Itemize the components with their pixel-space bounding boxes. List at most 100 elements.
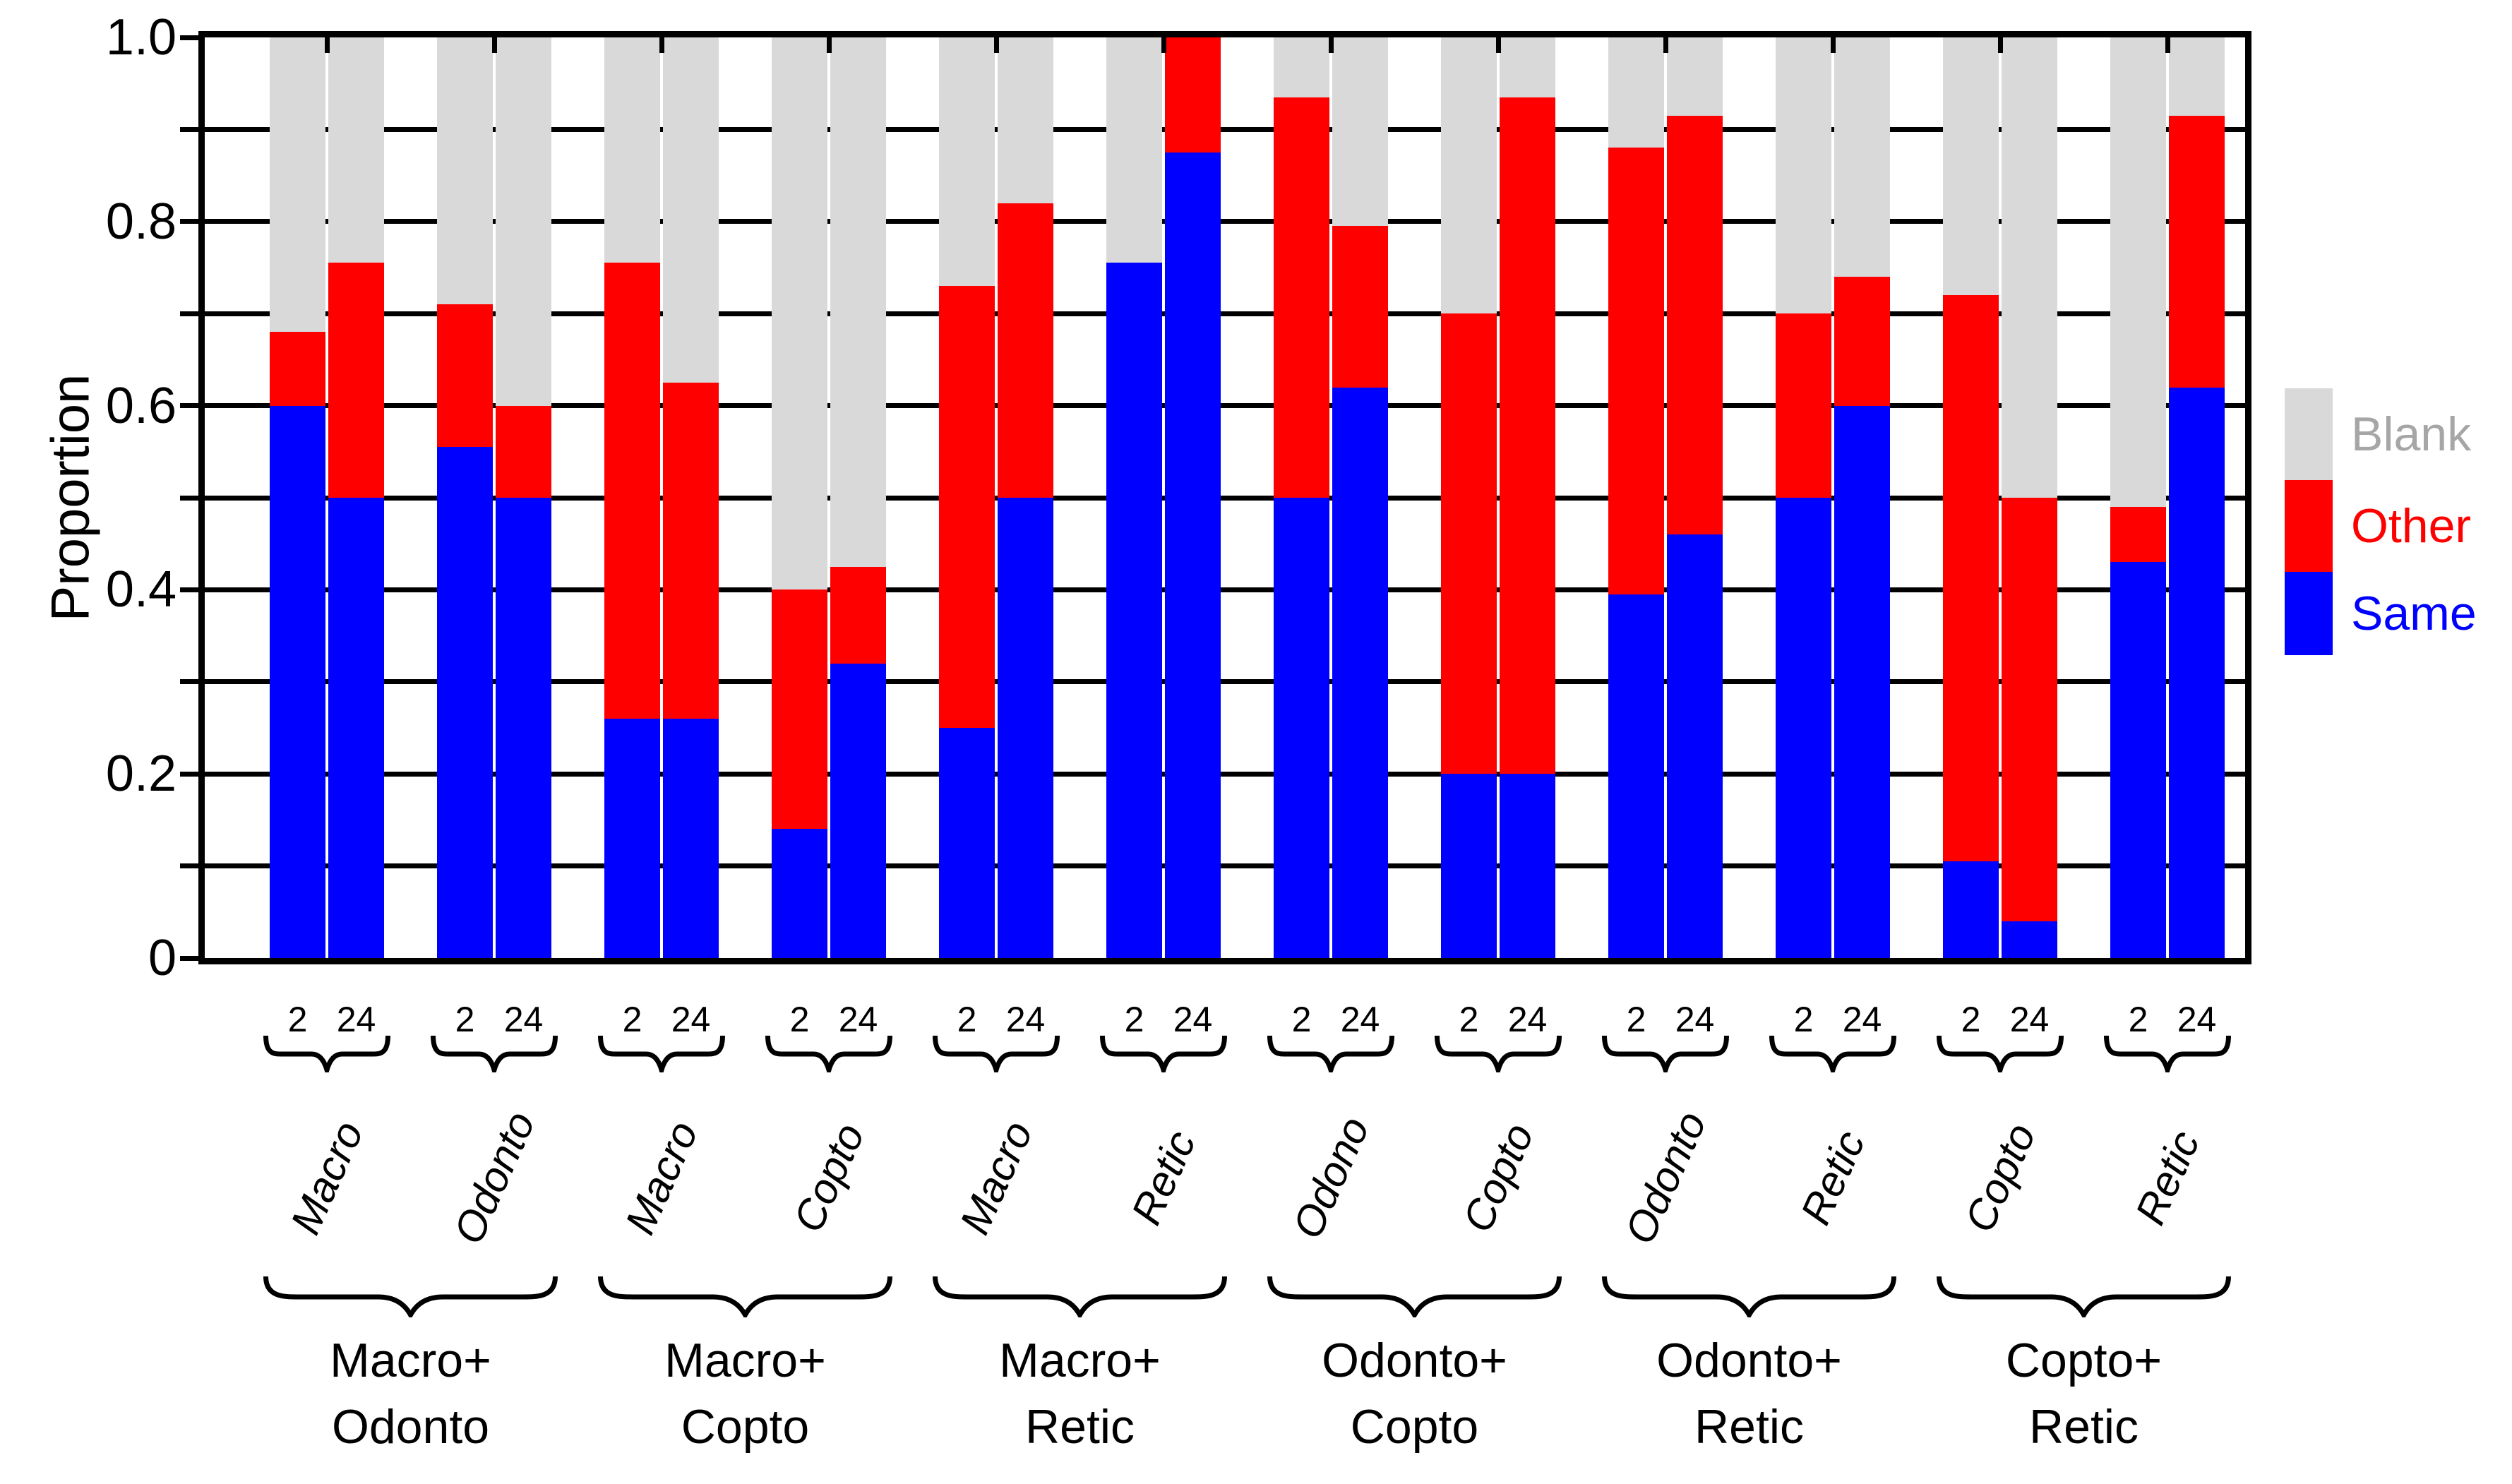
group-label: Odonto+ Copto (1203, 1327, 1627, 1460)
timepoint-label: 2 (1291, 1000, 1312, 1039)
group-brace-icon (1602, 1274, 1896, 1320)
group-label-line: Copto+ (2005, 1334, 2163, 1387)
pair-brace (1602, 1033, 1729, 1079)
top-axis-tick (324, 37, 330, 53)
segment-blank (1608, 37, 1664, 148)
group-label-line: Copto (681, 1400, 810, 1454)
species-label: Retic (1122, 1123, 1205, 1232)
segment-same (2002, 921, 2057, 958)
species-label: Odonto (444, 1104, 544, 1251)
segment-same (830, 663, 886, 958)
pair-brace (263, 1033, 390, 1079)
y-tick-label: 0.2 (105, 746, 177, 803)
pair-brace-icon (1769, 1033, 1896, 1079)
segment-same (1667, 534, 1723, 958)
group-label: Macro+ Odonto (199, 1327, 623, 1460)
top-axis-tick (491, 37, 497, 53)
segment-other (1274, 97, 1329, 498)
stacked-bar-retic-2h (1776, 37, 1831, 958)
group-brace (598, 1274, 892, 1321)
group-brace-icon (598, 1274, 892, 1320)
top-axis-tick (1663, 37, 1668, 53)
segment-other (939, 286, 995, 728)
pair-brace-icon (765, 1033, 892, 1079)
y-axis-tick (180, 679, 198, 685)
segment-same (998, 497, 1053, 958)
segment-same (772, 829, 827, 958)
y-tick-label: 0.4 (105, 561, 177, 618)
segment-other (1943, 295, 1999, 862)
pair-brace-icon (1100, 1033, 1227, 1079)
y-tick-label: 1.0 (105, 9, 177, 66)
segment-blank (437, 37, 493, 305)
species-label: Macro (616, 1114, 707, 1241)
species-label: Copto (784, 1116, 874, 1239)
group-label: Macro+ Retic (868, 1327, 1292, 1460)
y-axis-tick (180, 35, 198, 40)
timepoint-label: 24 (838, 1000, 878, 1039)
segment-other (2110, 507, 2166, 563)
y-axis-tick (180, 311, 198, 316)
pair-brace-icon (2104, 1033, 2231, 1079)
stacked-bar-macro-2h (939, 37, 995, 958)
segment-blank (663, 37, 719, 383)
legend-label-same: Same (2351, 587, 2477, 640)
timepoint-label: 24 (336, 1000, 376, 1039)
legend-swatch-other (2285, 480, 2333, 572)
timepoint-label: 2 (1961, 1000, 1981, 1039)
y-tick-label: 0.8 (105, 193, 177, 250)
segment-other (2169, 115, 2225, 388)
stacked-bar-odonto-2h (437, 37, 493, 958)
timepoint-label: 2 (455, 1000, 475, 1039)
group-brace (1602, 1274, 1896, 1321)
legend-swatch-same (2285, 572, 2333, 655)
stacked-bar-macro-24h (328, 37, 384, 958)
stacked-bar-odonto-24h (1667, 37, 1723, 958)
stacked-bar-odono-24h (1332, 37, 1388, 958)
pair-brace (2104, 1033, 2231, 1079)
group-label: Macro+ Copto (534, 1327, 957, 1460)
segment-same (1274, 497, 1329, 958)
y-axis-tick (180, 495, 198, 501)
stacked-bar-macro-24h (998, 37, 1053, 958)
species-label: Copto (1453, 1116, 1543, 1239)
pair-brace-icon (431, 1033, 558, 1079)
gridline (205, 587, 2245, 592)
pair-brace (1937, 1033, 2064, 1079)
pair-brace (1100, 1033, 1227, 1079)
y-axis-tick (180, 587, 198, 592)
group-label-line: Copto (1350, 1400, 1479, 1454)
group-brace (263, 1274, 558, 1321)
stacked-bar-macro-2h (604, 37, 660, 958)
timepoint-label: 2 (957, 1000, 977, 1039)
pair-brace (1267, 1033, 1394, 1079)
segment-blank (1106, 37, 1162, 263)
gridline (205, 771, 2245, 777)
segment-other (270, 332, 325, 406)
gridline (205, 219, 2245, 225)
gridline (205, 403, 2245, 409)
segment-blank (1834, 37, 1890, 277)
stacked-bar-odono-2h (1274, 37, 1329, 958)
timepoint-label: 24 (1005, 1000, 1046, 1039)
gridline (205, 495, 2245, 501)
stacked-bar-retic-24h (1834, 37, 1890, 958)
species-label: Retic (2126, 1123, 2209, 1232)
segment-other (830, 566, 886, 664)
segment-blank (1441, 37, 1497, 314)
pair-brace-icon (263, 1033, 390, 1079)
group-label-line: Macro+ (330, 1334, 491, 1387)
pair-brace (431, 1033, 558, 1079)
segment-blank (1776, 37, 1831, 314)
segment-same (939, 727, 995, 958)
timepoint-label: 24 (671, 1000, 711, 1039)
group-label-line: Macro+ (999, 1334, 1161, 1387)
pair-brace (1769, 1033, 1896, 1079)
timepoint-label: 2 (1626, 1000, 1646, 1039)
segment-same (604, 718, 660, 958)
stacked-bar-retic-24h (1165, 37, 1221, 958)
stacked-bar-macro-2h (270, 37, 325, 958)
pair-brace-icon (1937, 1033, 2064, 1079)
timepoint-label: 24 (503, 1000, 544, 1039)
